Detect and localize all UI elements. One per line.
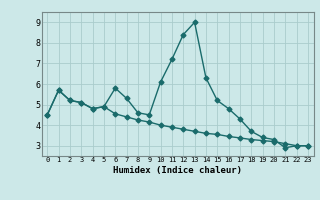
X-axis label: Humidex (Indice chaleur): Humidex (Indice chaleur) — [113, 166, 242, 175]
